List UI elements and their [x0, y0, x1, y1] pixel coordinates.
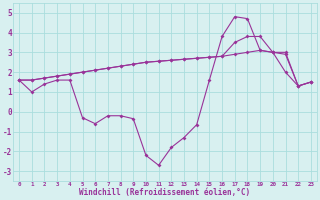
X-axis label: Windchill (Refroidissement éolien,°C): Windchill (Refroidissement éolien,°C): [79, 188, 251, 197]
